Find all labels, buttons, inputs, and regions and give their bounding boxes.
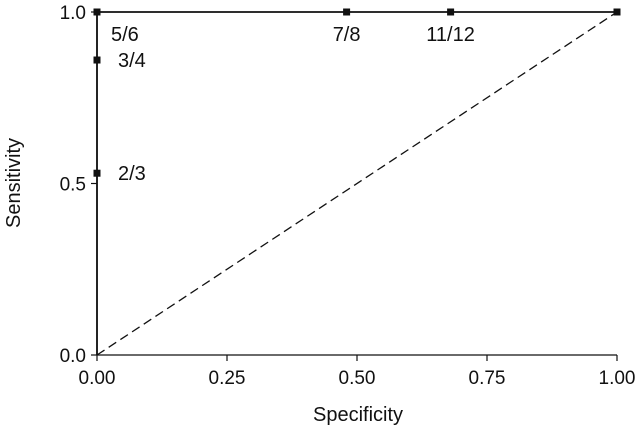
x-tick-label: 1.00 xyxy=(599,368,636,389)
point-label: 7/8 xyxy=(333,24,361,46)
series-layer xyxy=(93,8,621,356)
point-label: 5/6 xyxy=(111,24,139,46)
y-tick-label: 1.0 xyxy=(60,3,86,24)
x-tick-label: 0.75 xyxy=(469,368,506,389)
data-point-marker xyxy=(447,8,455,16)
data-point-marker xyxy=(93,169,101,177)
data-point-marker xyxy=(93,56,101,64)
point-labels: 2/3 3/4 5/6 7/8 11/12 xyxy=(111,24,475,185)
x-tick-label: 0.00 xyxy=(79,368,116,389)
x-tick-label: 0.50 xyxy=(339,368,376,389)
x-tick-label: 0.25 xyxy=(209,368,246,389)
data-point-marker xyxy=(93,8,101,16)
point-label: 2/3 xyxy=(118,163,146,185)
data-point-marker xyxy=(343,8,351,16)
x-axis-title: Specificity xyxy=(313,404,403,426)
axes: 0.00 0.25 0.50 0.75 1.00 0.0 0.5 1.0 xyxy=(60,3,636,389)
y-axis-title: Sensitivity xyxy=(3,138,25,228)
point-label: 3/4 xyxy=(118,50,146,72)
reference-diagonal-line xyxy=(96,11,618,356)
point-label: 11/12 xyxy=(426,24,475,46)
y-tick-label: 0.5 xyxy=(60,175,86,196)
y-tick-label: 0.0 xyxy=(60,346,86,367)
